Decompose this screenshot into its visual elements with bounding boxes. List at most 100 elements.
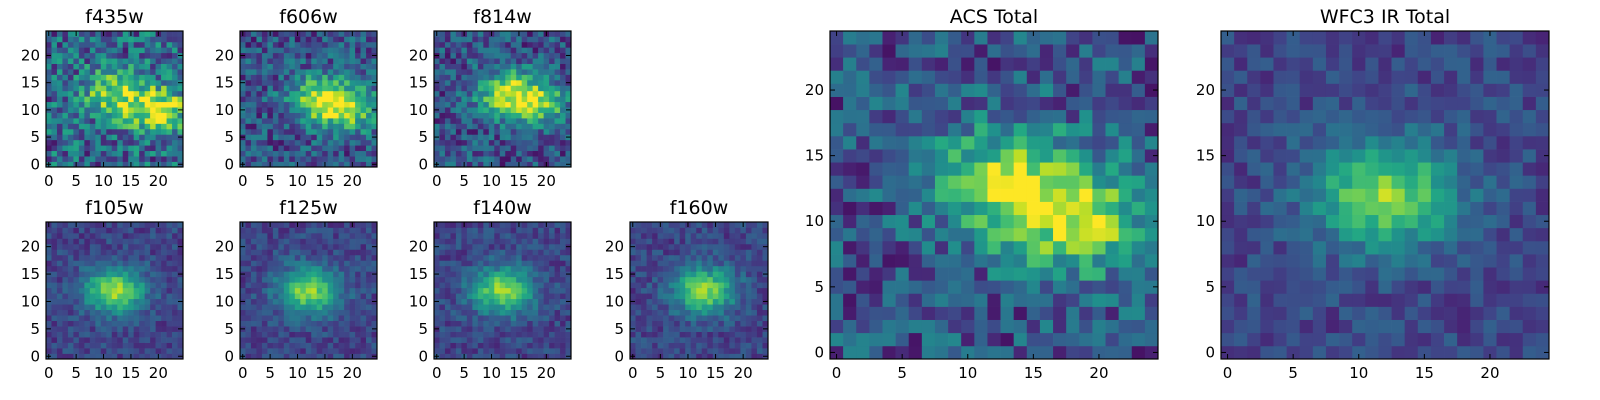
heatmap-cell [117, 315, 124, 321]
heatmap-cell [117, 348, 124, 354]
heatmap-cell [344, 249, 350, 256]
heatmap-cell [434, 348, 440, 354]
heatmap-cell [316, 31, 323, 37]
heatmap-cell [144, 31, 151, 37]
heatmap-cell [734, 238, 741, 245]
heatmap-cell [305, 249, 312, 256]
heatmap-cell [543, 36, 550, 43]
heatmap-cell [133, 337, 140, 343]
heatmap-cell [67, 293, 74, 300]
heatmap-cell [73, 90, 80, 97]
heatmap-cell [494, 243, 501, 250]
heatmap-cell [256, 222, 263, 228]
heatmap-cell [554, 31, 561, 37]
heatmap-cell [300, 52, 307, 59]
heatmap-cell [46, 293, 52, 300]
heatmap-cell [366, 254, 372, 261]
heatmap-cell [538, 304, 544, 311]
heatmap-cell [245, 254, 252, 261]
heatmap-cell [139, 331, 145, 338]
heatmap-cell [46, 85, 52, 92]
heatmap-cell [267, 326, 274, 332]
heatmap-cell [527, 52, 533, 59]
heatmap-cell [261, 249, 268, 256]
heatmap-cell [349, 156, 356, 162]
heatmap-cell [434, 69, 440, 75]
heatmap-cell [461, 348, 468, 354]
heatmap-cell [538, 112, 544, 119]
heatmap-cell [696, 304, 703, 311]
heatmap-cell [144, 145, 151, 152]
heatmap-cell [723, 282, 730, 289]
heatmap-cell [554, 128, 561, 135]
heatmap-cell [338, 276, 345, 283]
heatmap-cell [355, 107, 361, 113]
heatmap-cell [961, 345, 975, 360]
heatmap-cell [371, 123, 378, 130]
heatmap-cell [73, 96, 80, 103]
heatmap-cell [150, 118, 156, 124]
heatmap-cell [371, 145, 378, 152]
heatmap-cell [172, 69, 178, 75]
heatmap-cell [155, 107, 162, 113]
heatmap-cell [734, 315, 741, 321]
heatmap-cell [527, 271, 533, 278]
heatmap-cell [948, 162, 962, 176]
heatmap-cell [641, 265, 647, 272]
heatmap-cell [51, 79, 58, 86]
heatmap-cell [128, 260, 135, 267]
heatmap-cell [685, 342, 692, 349]
heatmap-cell [305, 31, 312, 37]
heatmap-cell [668, 282, 675, 289]
heatmap-cell [1118, 254, 1133, 268]
heatmap-cell [133, 331, 140, 338]
heatmap-cell [305, 123, 312, 130]
heatmap-cell [516, 139, 523, 146]
heatmap-cell [521, 85, 528, 92]
heatmap-cell [150, 41, 156, 48]
heatmap-cell [272, 101, 279, 108]
heatmap-cell [289, 337, 296, 343]
heatmap-cell [355, 156, 361, 162]
heatmap-cell [723, 353, 730, 360]
heatmap-cell [67, 320, 74, 327]
heatmap-cell [499, 276, 506, 283]
heatmap-cell [46, 58, 52, 64]
heatmap-cell [89, 293, 96, 300]
heatmap-cell [723, 309, 730, 316]
heatmap-cell [89, 353, 96, 360]
heatmap-cell [316, 139, 323, 146]
heatmap-cell [245, 293, 252, 300]
heatmap-cell [472, 260, 479, 267]
heatmap-cell [333, 85, 339, 92]
heatmap-cell [635, 249, 642, 256]
heatmap-cell [261, 254, 268, 261]
heatmap-cell [745, 238, 752, 245]
heatmap-cell [56, 260, 63, 267]
heatmap-cell [560, 90, 566, 97]
heatmap-cell [327, 337, 334, 343]
heatmap-cell [84, 69, 91, 75]
heatmap-cell [538, 298, 544, 305]
heatmap-cell [128, 287, 135, 294]
heatmap-cell [139, 293, 145, 300]
heatmap-cell [139, 85, 145, 92]
heatmap-cell [549, 260, 555, 267]
heatmap-cell [740, 243, 747, 250]
heatmap-cell [690, 342, 697, 349]
heatmap-cell [67, 238, 74, 245]
heatmap-cell [516, 265, 523, 272]
heatmap-cell [466, 107, 473, 113]
heatmap-cell [745, 326, 752, 332]
heatmap-cell [256, 118, 263, 124]
heatmap-cell [256, 74, 263, 81]
heatmap-cell [494, 222, 501, 228]
heatmap-cell [641, 227, 647, 234]
heatmap-cell [278, 74, 285, 81]
heatmap-cell [565, 69, 572, 75]
heatmap-cell [444, 74, 451, 81]
heatmap-cell [882, 319, 896, 334]
heatmap-cell [283, 265, 290, 272]
heatmap-cell [461, 52, 468, 59]
heatmap-cell [499, 145, 506, 152]
